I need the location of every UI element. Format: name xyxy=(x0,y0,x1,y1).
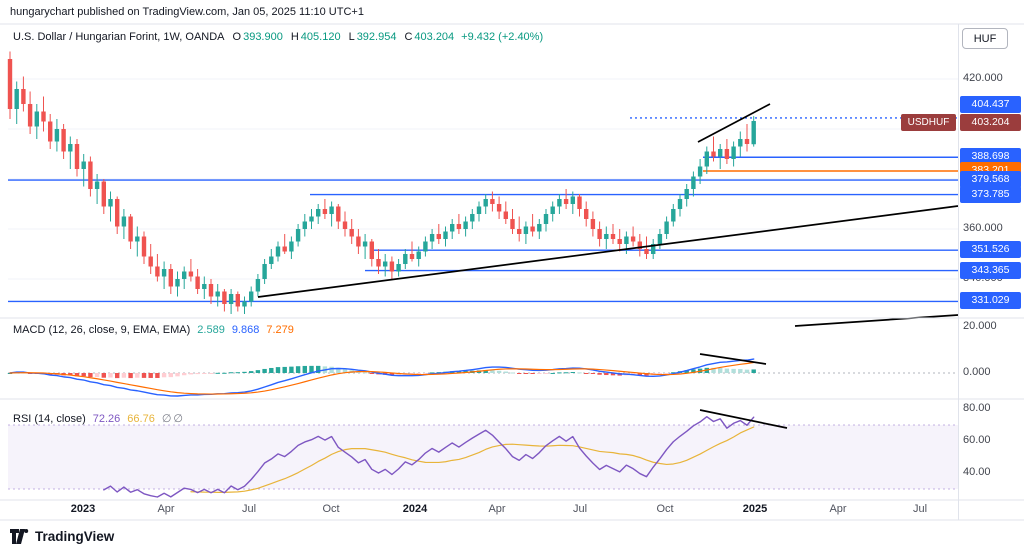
macd-layer xyxy=(7,358,958,397)
price-level-badge: 331.029 xyxy=(960,292,1021,309)
macd-hist-value: 2.589 xyxy=(197,324,225,336)
rsi-band xyxy=(8,424,958,490)
open-label: O xyxy=(232,31,242,43)
change-value: +9.432 (+2.40%) xyxy=(461,31,544,43)
macd-title: MACD (12, 26, close, 9, EMA, EMA) xyxy=(13,324,191,336)
close-value: 403.204 xyxy=(414,31,455,43)
symbol-title: U.S. Dollar / Hungarian Forint, 1W, OAND… xyxy=(13,31,225,43)
time-axis-label: Apr xyxy=(157,503,175,515)
macd-legend: MACD (12, 26, close, 9, EMA, EMA) 2.589 9.… xyxy=(13,324,294,336)
attribution-text: hungarychart published on TradingView.co… xyxy=(10,6,364,18)
candles-layer xyxy=(7,51,756,314)
price-level-badge: 343.365 xyxy=(960,262,1021,279)
rsi-ma-value: 66.76 xyxy=(127,413,155,425)
time-axis-label: Apr xyxy=(488,503,506,515)
rsi-title: RSI (14, close) xyxy=(13,413,86,425)
time-axis-label: Apr xyxy=(829,503,847,515)
low-label: L xyxy=(348,31,355,43)
tradingview-logo-icon xyxy=(10,529,29,544)
rsi-axis-tick: 40.00 xyxy=(963,466,991,478)
panel-separators xyxy=(0,23,1024,521)
macd-line-value: 9.868 xyxy=(231,324,260,336)
time-axis-label: 2024 xyxy=(402,503,428,515)
tradingview-logo[interactable]: TradingView xyxy=(10,529,114,544)
price-axis-tick: 360.000 xyxy=(963,222,1003,234)
open-value: 393.900 xyxy=(243,31,283,43)
macd-axis-tick: 20.000 xyxy=(963,320,997,332)
low-value: 392.954 xyxy=(356,31,397,43)
tradingview-logo-text: TradingView xyxy=(35,529,115,544)
high-value: 405.120 xyxy=(300,31,341,43)
currency-toggle-button[interactable]: HUF xyxy=(962,28,1008,49)
time-axis-label: Oct xyxy=(322,503,340,515)
symbol-legend: U.S. Dollar / Hungarian Forint, 1W, OAND… xyxy=(13,31,543,43)
rsi-legend: RSI (14, close) 72.26 66.76 ∅ ∅ xyxy=(13,412,183,425)
high-label: H xyxy=(290,31,299,43)
rsi-upper-band-value: ∅ xyxy=(161,413,172,425)
price-level-badge: 351.526 xyxy=(960,241,1021,258)
rsi-layer xyxy=(103,416,755,498)
price-level-badge: 404.437 xyxy=(960,96,1021,113)
time-axis-label: 2025 xyxy=(742,503,768,515)
macd-signal-value: 7.279 xyxy=(266,324,294,336)
price-level-badge: 379.568 xyxy=(960,171,1021,188)
time-axis-label: Jul xyxy=(241,503,257,515)
price-axis-tick: 420.000 xyxy=(963,72,1003,84)
price-gridlines xyxy=(8,78,958,280)
time-axis-label: Jul xyxy=(572,503,588,515)
macd-axis-tick: 0.000 xyxy=(963,366,991,378)
price-level-badge: 373.785 xyxy=(960,186,1021,203)
price-level-badge: 388.698 xyxy=(960,148,1021,165)
trendlines-layer xyxy=(257,103,959,429)
time-axis-label: Oct xyxy=(656,503,674,515)
rsi-axis-tick: 80.00 xyxy=(963,402,991,414)
rsi-value: 72.26 xyxy=(92,413,121,425)
rsi-axis-tick: 60.00 xyxy=(963,434,991,446)
time-axis-label: 2023 xyxy=(70,503,96,515)
time-axis-label: Jul xyxy=(912,503,928,515)
rsi-lower-band-value: ∅ xyxy=(173,413,183,425)
current-price-badge: 403.204 xyxy=(960,114,1021,131)
current-price-symbol-label: USDHUF xyxy=(901,114,956,131)
close-label: C xyxy=(404,31,413,43)
